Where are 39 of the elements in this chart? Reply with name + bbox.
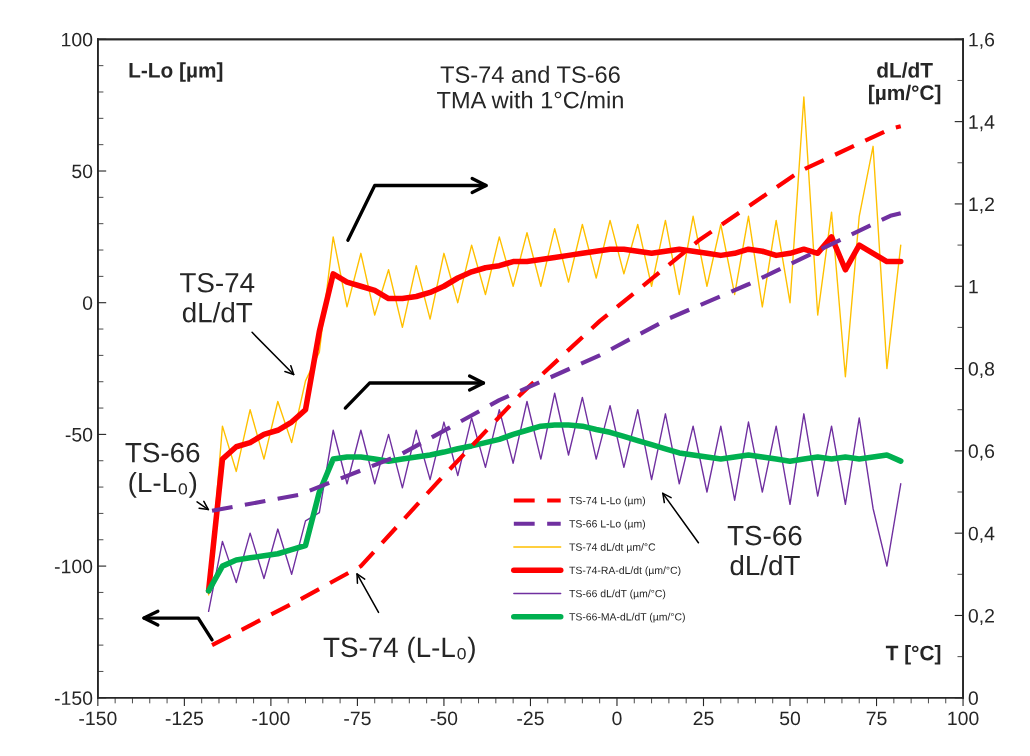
y2-tick-label: 0,2 (968, 608, 994, 626)
x-tick-label: 75 (866, 711, 887, 726)
legend-label: TS-74 L-Lo (µm) (569, 496, 646, 507)
x-tick-label: -50 (430, 711, 458, 726)
y2-tick-label: 0,6 (968, 444, 995, 461)
y-tick-label: 100 (62, 32, 93, 47)
y-tick-label: -100 (54, 559, 93, 574)
y2-tick-label: 1,4 (969, 115, 995, 132)
x-axis-title: T [°C] (885, 645, 941, 665)
x-tick-label: -100 (252, 711, 290, 726)
y-tick-label: -150 (54, 691, 93, 706)
legend-label: TS-66 dL/dT (µm/°C) (569, 589, 666, 600)
y-tick-label: -50 (65, 427, 93, 442)
legend-label: TS-66 L-Lo (µm) (569, 519, 646, 530)
x-tick-label: 100 (948, 711, 979, 726)
x-tick-label: -25 (517, 711, 544, 726)
y2-tick-label: 0,4 (968, 526, 995, 543)
text: TS-74 and TS-66 TMA with 1°C/min (437, 65, 623, 109)
annotation: TS-66 (L-L₀) (125, 442, 200, 498)
legend-label: TS-66-MA-dL/dT (µm/°C) (569, 612, 685, 623)
y-tick-label: 0 (82, 296, 93, 310)
x-tick-label: -125 (165, 711, 204, 726)
legend-label: TS-74 dL/dt µm/°C (569, 543, 656, 553)
x-tick-label: 50 (779, 711, 801, 726)
annotation: TS-66 dL/dT (727, 525, 802, 576)
y2-tick-label: 0 (968, 691, 978, 706)
x-tick-label: 25 (693, 711, 714, 726)
x-tick-label: 0 (612, 711, 622, 726)
y-tick-label: 50 (72, 164, 93, 179)
y-axis-title: L-Lo [µm] (129, 62, 223, 82)
annotation: TS-74 (L-L₀) (323, 636, 475, 663)
legend-label: TS-74-RA-dL/dt (µm/°C) (569, 566, 681, 577)
y2-tick-label: 1 (969, 279, 978, 294)
y2-tick-label: 1,2 (969, 197, 994, 214)
annotation: TS-74 dL/dT (180, 272, 255, 323)
y2-tick-label: 1,6 (969, 32, 995, 49)
x-tick-label: -75 (344, 711, 371, 726)
y2-axis-title: dL/dT [µm/°C] (869, 62, 941, 105)
y2-tick-label: 0,8 (968, 362, 995, 379)
